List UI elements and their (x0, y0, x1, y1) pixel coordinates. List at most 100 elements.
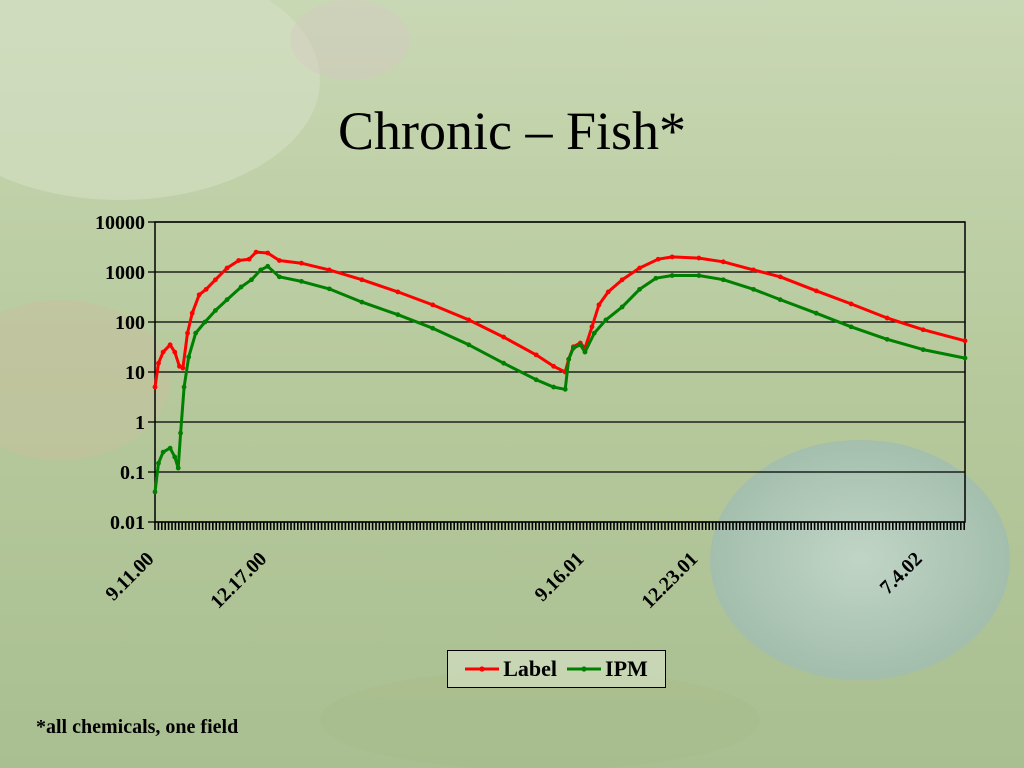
data-point-ipm (430, 325, 436, 331)
x-tick-label: 12.23.01 (637, 548, 702, 613)
x-tick-label: 7.4.02 (876, 548, 927, 599)
data-point-label (669, 254, 675, 260)
data-point-label (619, 277, 625, 283)
data-point-label (813, 288, 819, 294)
data-point-ipm (224, 297, 230, 303)
slide-title: Chronic – Fish* (337, 101, 687, 161)
y-gridlines (155, 221, 965, 523)
data-point-ipm (213, 308, 218, 313)
data-point-ipm (551, 384, 557, 390)
data-point-label (589, 324, 595, 330)
legend-label-ipm: IPM (605, 656, 648, 681)
data-point-label (501, 334, 507, 340)
data-point-label (167, 342, 173, 348)
data-point-ipm (156, 460, 161, 466)
data-point-label (180, 365, 186, 371)
data-point-ipm (591, 330, 597, 336)
data-point-ipm (884, 336, 890, 342)
data-point-label (236, 258, 242, 263)
data-point-ipm (238, 284, 244, 290)
y-tick-label: 100 (115, 312, 145, 334)
y-tick-label: 10000 (95, 212, 145, 234)
data-point-ipm (202, 319, 208, 325)
x-tick-label: 9.11.00 (101, 548, 158, 605)
data-point-label (720, 259, 726, 265)
data-point-ipm (566, 356, 572, 362)
x-tick-labels: 9.11.00 12.17.00 9.16.01 12.23.01 7.4.02 (101, 548, 926, 613)
data-point-label (605, 289, 611, 295)
data-point-ipm (249, 277, 254, 283)
data-point-label (276, 258, 282, 263)
legend-swatch-label (465, 666, 500, 672)
data-point-label (920, 327, 926, 333)
data-point-ipm (570, 345, 576, 351)
data-point-label (751, 267, 756, 273)
x-tick-label: 9.16.01 (531, 548, 589, 606)
y-tick-label: 1 (135, 412, 145, 434)
data-point-ipm (813, 310, 819, 316)
x-tick-marks (154, 522, 966, 530)
data-point-ipm (619, 304, 625, 310)
y-tick-label: 1000 (105, 262, 145, 284)
data-point-label (213, 277, 218, 283)
data-point-ipm (653, 275, 659, 281)
data-point-label (962, 338, 968, 344)
data-point-label (430, 302, 436, 308)
data-point-label (299, 260, 304, 266)
legend-entry-label: Label (465, 656, 557, 682)
data-point-ipm (533, 377, 539, 383)
data-point-label (265, 250, 271, 256)
data-point-ipm (395, 312, 401, 318)
data-point-label (395, 289, 401, 295)
legend-entry-ipm: IPM (567, 656, 648, 682)
data-point-ipm (326, 286, 332, 292)
data-point-ipm (258, 267, 264, 273)
data-point-label (172, 349, 178, 355)
data-point-ipm (276, 274, 282, 280)
data-point-ipm (160, 449, 166, 455)
data-point-ipm (359, 299, 365, 305)
data-point-label (156, 360, 161, 366)
data-point-ipm (152, 489, 158, 495)
y-tick-label: 0.1 (120, 462, 145, 484)
series-line-label (153, 250, 966, 388)
data-point-ipm (777, 297, 783, 303)
data-point-ipm (962, 355, 968, 361)
data-point-label (189, 310, 195, 316)
y-tick-label: 0.01 (110, 512, 145, 534)
data-point-ipm (265, 263, 271, 269)
data-point-label (185, 330, 190, 336)
data-point-label (196, 292, 202, 298)
data-point-ipm (167, 445, 173, 451)
data-point-ipm (720, 277, 726, 283)
data-point-ipm (299, 278, 304, 284)
data-point-label (551, 363, 557, 369)
legend-swatch-ipm (567, 666, 602, 672)
data-point-ipm (603, 317, 609, 323)
series-ipm (152, 263, 968, 495)
data-point-label (160, 349, 166, 355)
data-point-ipm (751, 286, 756, 292)
series-lines (152, 249, 968, 495)
x-tick-label: 12.17.00 (206, 548, 271, 613)
data-point-ipm (669, 273, 675, 278)
data-point-ipm (186, 354, 192, 360)
chart-legend: Label IPM (447, 650, 666, 688)
data-point-ipm (637, 286, 643, 292)
chart-axes (148, 221, 966, 530)
data-point-label (203, 286, 209, 292)
data-point-label (326, 267, 332, 273)
data-point-label (224, 265, 230, 271)
data-point-label (637, 265, 643, 271)
data-point-label (884, 315, 890, 321)
data-point-ipm (181, 384, 187, 390)
data-point-ipm (577, 342, 583, 348)
data-point-label (152, 384, 158, 390)
data-point-label (359, 277, 365, 283)
data-point-label (596, 302, 602, 308)
data-point-ipm (175, 465, 181, 471)
data-point-label (466, 317, 472, 323)
data-point-ipm (501, 360, 507, 366)
